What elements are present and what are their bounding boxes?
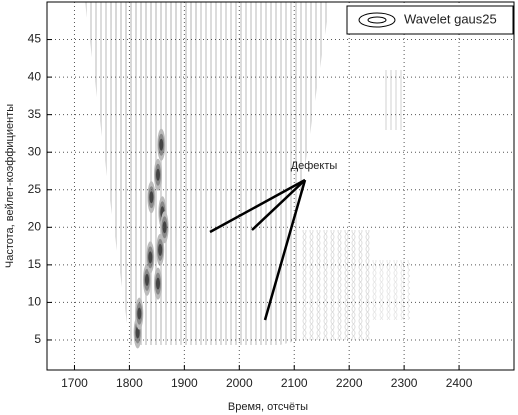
- legend-label: Wavelet gaus25: [404, 11, 497, 26]
- plot-frame: [46, 1, 515, 371]
- legend-icon: [358, 12, 396, 28]
- arrow: [263, 179, 307, 321]
- hotspot: [153, 158, 162, 191]
- contour-ring: [159, 138, 164, 151]
- hotspot: [156, 233, 165, 266]
- legend-icon: [367, 16, 387, 24]
- contour-ring: [144, 273, 149, 286]
- legend-box: [346, 5, 514, 35]
- contour-ring: [162, 221, 167, 234]
- contour-ring: [158, 243, 163, 256]
- hotspot: [135, 297, 144, 330]
- y-tick-label: 45: [28, 32, 42, 46]
- y-tick-label: 25: [28, 182, 42, 196]
- hotspot: [147, 181, 156, 214]
- arrow: [209, 178, 306, 234]
- hotspots: [133, 128, 169, 349]
- arrow: [251, 179, 306, 231]
- y-tick-label: 20: [28, 219, 42, 233]
- contour-ring: [155, 277, 160, 290]
- contour-ring: [148, 251, 153, 264]
- annotation-arrows: [209, 178, 307, 321]
- annotation: Дефекты: [291, 160, 338, 172]
- y-tick-label: 15: [28, 257, 42, 271]
- axes: 1700 1800 1900 2000 2100 2200 2300 2400 5 10 15 20 2…: [28, 2, 514, 390]
- y-tick-label: 40: [28, 69, 42, 83]
- x-tick-label: 2200: [336, 376, 363, 390]
- contour-texture: [85, 2, 410, 345]
- x-tick-label: 2100: [281, 376, 308, 390]
- contour-ring: [155, 168, 160, 181]
- contour-ring: [149, 191, 154, 204]
- contour-ring: [137, 307, 142, 320]
- x-tick-label: 2300: [391, 376, 418, 390]
- x-tick-label: 1800: [116, 376, 143, 390]
- hotspot: [153, 267, 162, 300]
- x-tick-label: 1700: [61, 376, 88, 390]
- x-axis-label: Время, отсчёты: [228, 401, 308, 413]
- y-axis-label: Частота, вейлет-коэффициенты: [4, 104, 16, 268]
- x-tick-label: 2000: [226, 376, 253, 390]
- y-tick-label: 30: [28, 144, 42, 158]
- y-tick-label: 5: [34, 332, 41, 346]
- x-tick-label: 2400: [446, 376, 473, 390]
- hotspot: [146, 241, 155, 274]
- y-tick-label: 35: [28, 107, 42, 121]
- x-tick-label: 1900: [171, 376, 198, 390]
- hotspot: [160, 211, 169, 244]
- y-tick-label: 10: [28, 295, 42, 309]
- legend: Wavelet gaus25: [346, 5, 514, 35]
- hotspot: [157, 128, 166, 161]
